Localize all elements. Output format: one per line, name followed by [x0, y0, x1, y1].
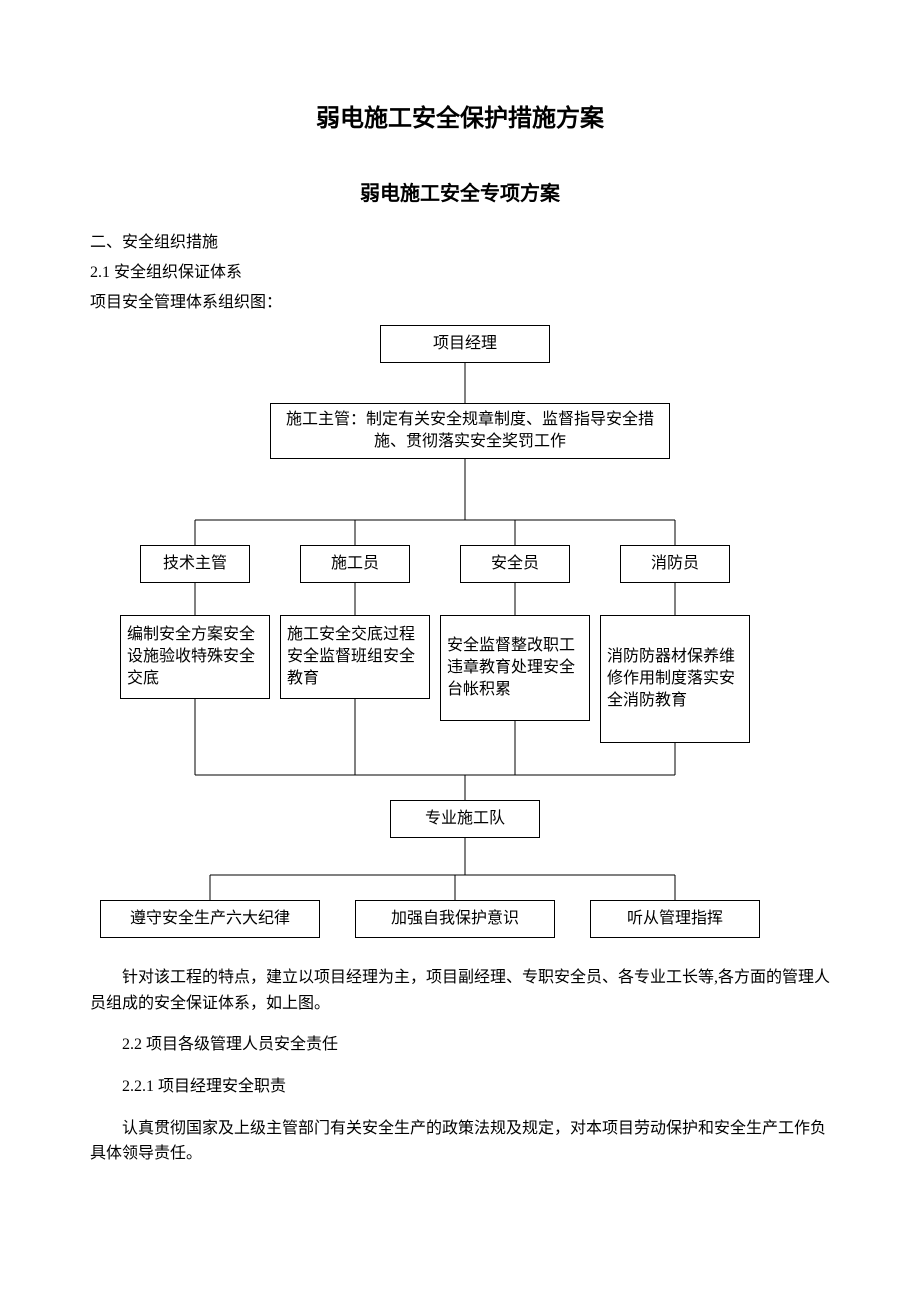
- para-after-chart: 针对该工程的特点，建立以项目经理为主，项目副经理、专职安全员、各专业工长等,各方…: [90, 965, 830, 1016]
- section-heading: 二、安全组织措施: [90, 230, 830, 256]
- node-safety-officer: 安全员: [460, 545, 570, 583]
- main-title: 弱电施工安全保护措施方案: [90, 100, 830, 138]
- sub-title: 弱电施工安全专项方案: [90, 178, 830, 210]
- org-chart-intro: 项目安全管理体系组织图：: [90, 290, 830, 316]
- node-fire-officer: 消防员: [620, 545, 730, 583]
- node-safety-officer-desc: 安全监督整改职工违章教育处理安全台帐积累: [440, 615, 590, 721]
- node-construction-supervisor: 施工主管：制定有关安全规章制度、监督指导安全措施、贯彻落实安全奖罚工作: [270, 403, 670, 459]
- subsection-2-2-1: 2.2.1 项目经理安全职责: [90, 1074, 830, 1100]
- subsection-2-1: 2.1 安全组织保证体系: [90, 260, 830, 286]
- org-chart: 项目经理 施工主管：制定有关安全规章制度、监督指导安全措施、贯彻落实安全奖罚工作…: [90, 325, 830, 945]
- node-obey-management: 听从管理指挥: [590, 900, 760, 938]
- para-2-2-1: 认真贯彻国家及上级主管部门有关安全生产的政策法规及规定，对本项目劳动保护和安全生…: [90, 1116, 830, 1167]
- node-self-protection: 加强自我保护意识: [355, 900, 555, 938]
- node-discipline: 遵守安全生产六大纪律: [100, 900, 320, 938]
- node-construction-team: 专业施工队: [390, 800, 540, 838]
- subsection-2-2: 2.2 项目各级管理人员安全责任: [90, 1032, 830, 1058]
- node-constructor-desc: 施工安全交底过程安全监督班组安全教育: [280, 615, 430, 699]
- node-constructor: 施工员: [300, 545, 410, 583]
- node-tech-lead: 技术主管: [140, 545, 250, 583]
- node-tech-lead-desc: 编制安全方案安全设施验收特殊安全交底: [120, 615, 270, 699]
- node-project-manager: 项目经理: [380, 325, 550, 363]
- node-fire-officer-desc: 消防防器材保养维修作用制度落实安全消防教育: [600, 615, 750, 743]
